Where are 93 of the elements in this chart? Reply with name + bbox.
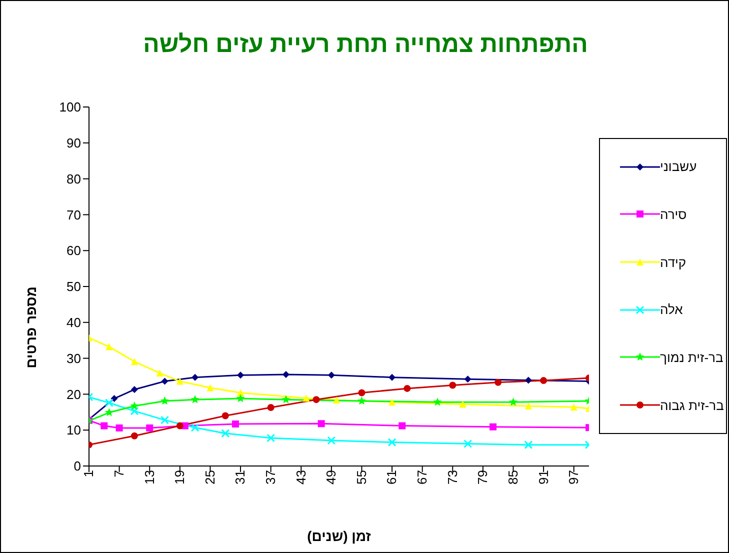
point bbox=[130, 402, 139, 410]
point bbox=[388, 398, 396, 406]
legend-label: בר-זית גבוה bbox=[660, 398, 724, 413]
x-tick-label: 55 bbox=[354, 470, 369, 484]
point bbox=[116, 424, 123, 432]
y-tick-label: 40 bbox=[66, 315, 81, 330]
y-tick-label: 100 bbox=[59, 100, 81, 115]
x-tick-label: 25 bbox=[202, 470, 218, 484]
point bbox=[266, 434, 276, 442]
x-tick-label: 43 bbox=[293, 470, 308, 484]
point bbox=[160, 416, 170, 424]
point bbox=[404, 384, 411, 392]
point bbox=[161, 378, 168, 385]
x-tick-label: 37 bbox=[263, 470, 278, 484]
point bbox=[459, 400, 466, 408]
y-tick-label: 70 bbox=[66, 207, 81, 222]
point bbox=[282, 395, 290, 404]
x-axis-title: זמן (שנים) bbox=[307, 528, 371, 544]
point bbox=[398, 422, 406, 430]
x-tick-label: 61 bbox=[384, 470, 400, 484]
point bbox=[524, 402, 532, 410]
x-tick-label: 85 bbox=[505, 470, 520, 484]
point bbox=[104, 398, 114, 408]
point bbox=[508, 398, 518, 406]
legend-label: אלה bbox=[660, 302, 683, 318]
x-tick-label: 91 bbox=[536, 470, 551, 484]
y-tick-label: 10 bbox=[66, 422, 81, 438]
x-tick-label: 73 bbox=[444, 470, 460, 484]
y-tick-label: 30 bbox=[66, 350, 81, 366]
point bbox=[388, 374, 396, 381]
x-tick-label: 49 bbox=[324, 470, 339, 484]
point bbox=[100, 422, 108, 430]
point bbox=[221, 429, 230, 438]
point bbox=[156, 370, 164, 377]
legend-label: עשבוני bbox=[660, 159, 697, 174]
point bbox=[464, 376, 472, 383]
point bbox=[176, 378, 184, 385]
point bbox=[267, 404, 274, 411]
point bbox=[302, 394, 310, 402]
point bbox=[328, 372, 335, 379]
point bbox=[176, 422, 184, 430]
x-tick-label: 19 bbox=[172, 470, 188, 484]
point bbox=[540, 377, 548, 384]
chart-title: התפתחות צמחייה תחת רעיית עזים חלשה bbox=[142, 31, 589, 59]
point bbox=[357, 396, 366, 405]
x-tick-label: 31 bbox=[232, 470, 248, 484]
point bbox=[160, 396, 170, 405]
x-tick-label: 7 bbox=[112, 470, 127, 478]
point bbox=[312, 396, 320, 404]
point bbox=[130, 432, 138, 440]
point bbox=[490, 423, 497, 430]
point bbox=[206, 384, 214, 392]
point bbox=[110, 395, 118, 402]
point bbox=[524, 440, 533, 450]
point bbox=[130, 386, 138, 394]
point bbox=[433, 398, 442, 406]
x-tick-label: 97 bbox=[566, 470, 582, 484]
legend-label: סירה bbox=[660, 206, 687, 222]
point bbox=[332, 396, 340, 404]
point bbox=[190, 395, 200, 404]
point bbox=[449, 382, 456, 389]
point bbox=[130, 358, 138, 366]
y-tick-label: 50 bbox=[66, 279, 81, 294]
x-tick-label: 67 bbox=[414, 470, 430, 484]
point bbox=[570, 404, 578, 411]
point bbox=[237, 372, 244, 379]
point bbox=[130, 406, 139, 416]
x-tick-label: 1 bbox=[81, 470, 96, 478]
point bbox=[318, 420, 325, 428]
x-tick-label: 13 bbox=[142, 470, 157, 484]
y-axis-title: מספר פרטים bbox=[22, 286, 39, 368]
point bbox=[232, 420, 239, 428]
y-tick-label: 60 bbox=[66, 243, 81, 258]
point bbox=[358, 389, 366, 396]
point bbox=[190, 423, 200, 432]
point bbox=[146, 424, 154, 432]
x-tick-label: 79 bbox=[475, 470, 490, 484]
point bbox=[494, 378, 502, 386]
point bbox=[464, 439, 472, 448]
point bbox=[222, 412, 229, 420]
y-tick-label: 0 bbox=[74, 458, 81, 474]
point bbox=[106, 343, 113, 350]
point bbox=[327, 436, 336, 445]
y-tick-label: 80 bbox=[66, 171, 81, 186]
point bbox=[282, 370, 290, 378]
legend-label: בר-זית נמוך bbox=[660, 350, 724, 365]
point bbox=[524, 376, 532, 384]
y-tick-label: 90 bbox=[66, 136, 81, 151]
y-tick-label: 20 bbox=[66, 386, 81, 402]
point bbox=[192, 374, 199, 381]
point bbox=[236, 394, 245, 402]
point bbox=[388, 438, 396, 447]
legend-label: קידה bbox=[660, 254, 686, 270]
